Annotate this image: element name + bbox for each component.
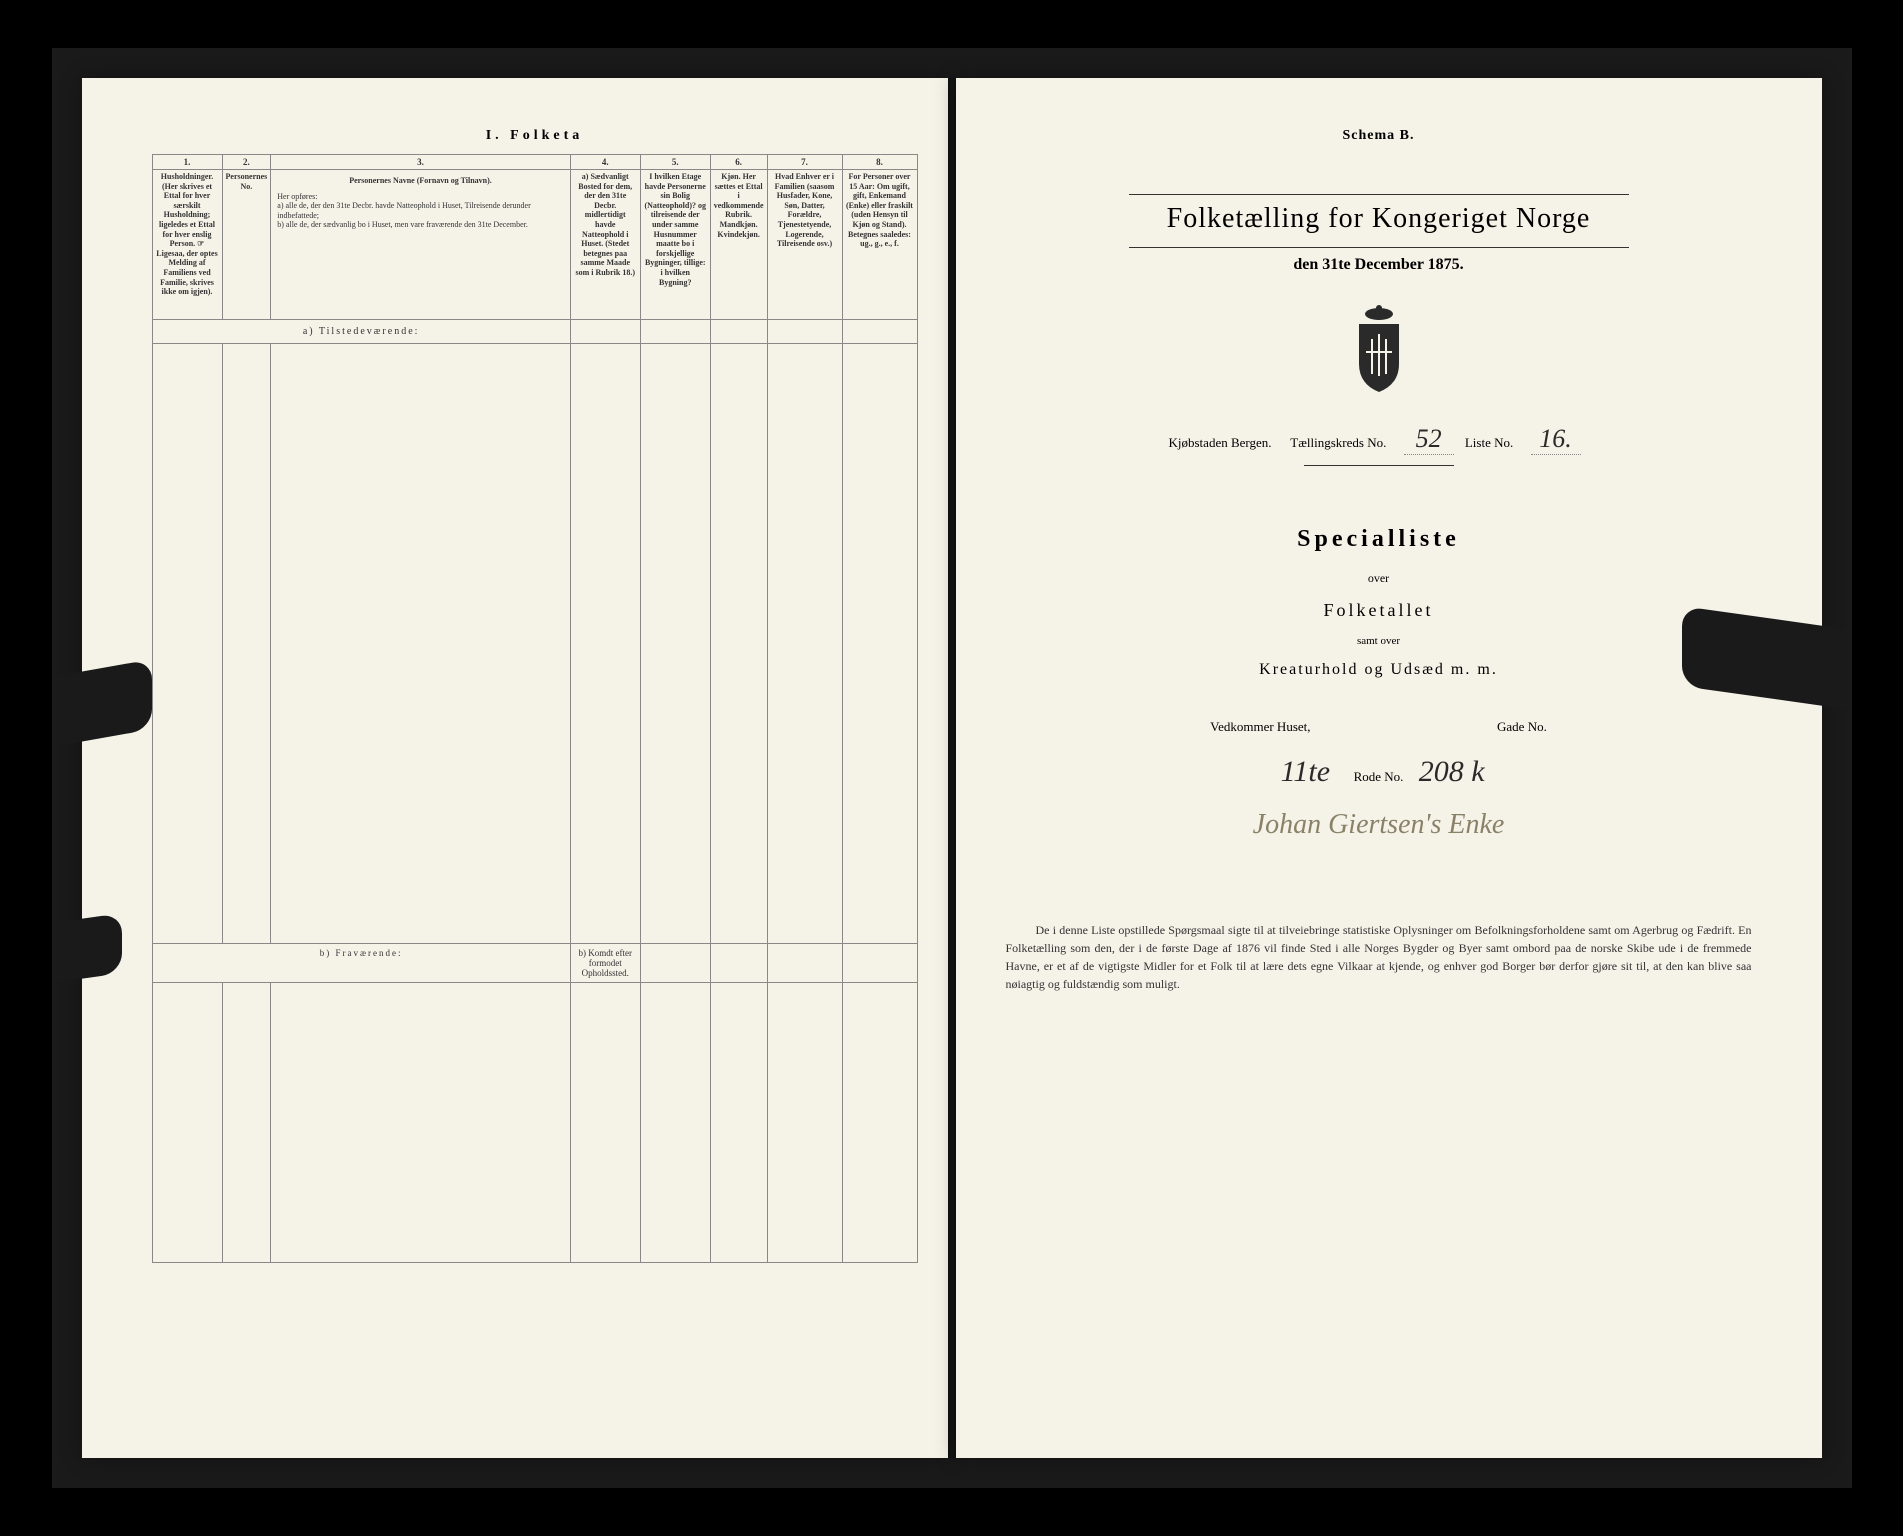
colnum-2: 2. <box>222 155 271 170</box>
subtitle: den 31te December 1875. <box>996 256 1762 274</box>
owner-signature: Johan Giertsen's Enke <box>996 809 1762 841</box>
district-label: Tællingskreds No. <box>1290 435 1386 450</box>
meta-row: Kjøbstaden Bergen. Tællingskreds No. 52 … <box>996 424 1762 455</box>
column-header-row: Husholdninger. (Her skrives et Ettal for… <box>152 170 917 320</box>
colhead-6: Kjøn. Her sættes et Ettal i vedkommende … <box>710 170 767 320</box>
book-spread: I. Folketa 1. 2. 3. 4. 5. 6. 7. 8. Husho… <box>52 48 1852 1488</box>
colhead-3-title: Personernes Navne (Fornavn og Tilnavn). <box>277 176 563 186</box>
colnum-8: 8. <box>842 155 917 170</box>
colhead-7: Hvad Enhver er i Familien (saasom Husfad… <box>767 170 842 320</box>
absent-blank-area <box>152 983 917 1263</box>
colhead-3: Personernes Navne (Fornavn og Tilnavn). … <box>271 170 570 320</box>
list-label: Liste No. <box>1465 435 1513 450</box>
section-a-label: a) Tilstedeværende: <box>152 320 570 344</box>
colhead-4: a) Sædvanligt Bosted for dem, der den 31… <box>570 170 640 320</box>
section-b-note: b) Komdt efter formodet Opholdssted. <box>570 944 640 983</box>
special-kreaturhold: Kreaturhold og Udsæd m. m. <box>996 661 1762 679</box>
meta-rule <box>1304 465 1454 466</box>
special-over-1: over <box>996 571 1762 586</box>
colnum-1: 1. <box>152 155 222 170</box>
colhead-8: For Personer over 15 Aar: Om ugift, gift… <box>842 170 917 320</box>
district-value: 52 <box>1404 424 1454 455</box>
colhead-2: Personernes No. <box>222 170 271 320</box>
right-page: Schema B. Folketælling for Kongeriget No… <box>956 78 1822 1458</box>
book-spine <box>948 78 956 1458</box>
schema-label: Schema B. <box>996 128 1762 144</box>
rode-value: 208 k <box>1417 755 1487 789</box>
binder-clip-left-2 <box>52 913 122 983</box>
vedkommer-label: Vedkommer Huset, <box>1210 719 1310 734</box>
rode-label: Rode No. <box>1354 769 1404 784</box>
column-number-row: 1. 2. 3. 4. 5. 6. 7. 8. <box>152 155 917 170</box>
left-page-header: I. Folketa <box>152 128 918 144</box>
special-folketallet: Folketallet <box>996 600 1762 621</box>
present-blank-area <box>152 344 917 944</box>
colnum-3: 3. <box>271 155 570 170</box>
section-b-label: b) Fraværende: <box>152 944 570 983</box>
colhead-5: I hvilken Etage havde Personerne sin Bol… <box>640 170 710 320</box>
colhead-1: Husholdninger. (Her skrives et Ettal for… <box>152 170 222 320</box>
footer-paragraph: De i denne Liste opstillede Spørgsmaal s… <box>996 921 1762 993</box>
special-samt-over: samt over <box>996 635 1762 647</box>
census-table: 1. 2. 3. 4. 5. 6. 7. 8. Husholdninger. (… <box>152 154 918 1263</box>
colnum-6: 6. <box>710 155 767 170</box>
section-b-row: b) Fraværende: b) Komdt efter formodet O… <box>152 944 917 983</box>
colnum-7: 7. <box>767 155 842 170</box>
gade-label: Gade No. <box>1497 719 1547 734</box>
list-value: 16. <box>1531 424 1581 455</box>
section-a-row: a) Tilstedeværende: <box>152 320 917 344</box>
left-page: I. Folketa 1. 2. 3. 4. 5. 6. 7. 8. Husho… <box>82 78 948 1458</box>
main-title: Folketælling for Kongeriget Norge <box>996 203 1762 235</box>
colnum-4: 4. <box>570 155 640 170</box>
colhead-3-body: Her opføres: a) alle de, der den 31te De… <box>277 192 563 230</box>
house-row-1: Vedkommer Huset, Gade No. <box>996 719 1762 735</box>
house-row-2: 11te Rode No. 208 k <box>996 755 1762 789</box>
coat-of-arms-icon <box>1344 304 1414 394</box>
specialliste-title: Specialliste <box>996 526 1762 553</box>
title-rule-top <box>1129 194 1629 195</box>
city-label: Kjøbstaden Bergen. <box>1169 435 1272 450</box>
title-rule-bottom <box>1129 247 1629 248</box>
rode-prefix-value: 11te <box>1270 755 1340 789</box>
colnum-5: 5. <box>640 155 710 170</box>
